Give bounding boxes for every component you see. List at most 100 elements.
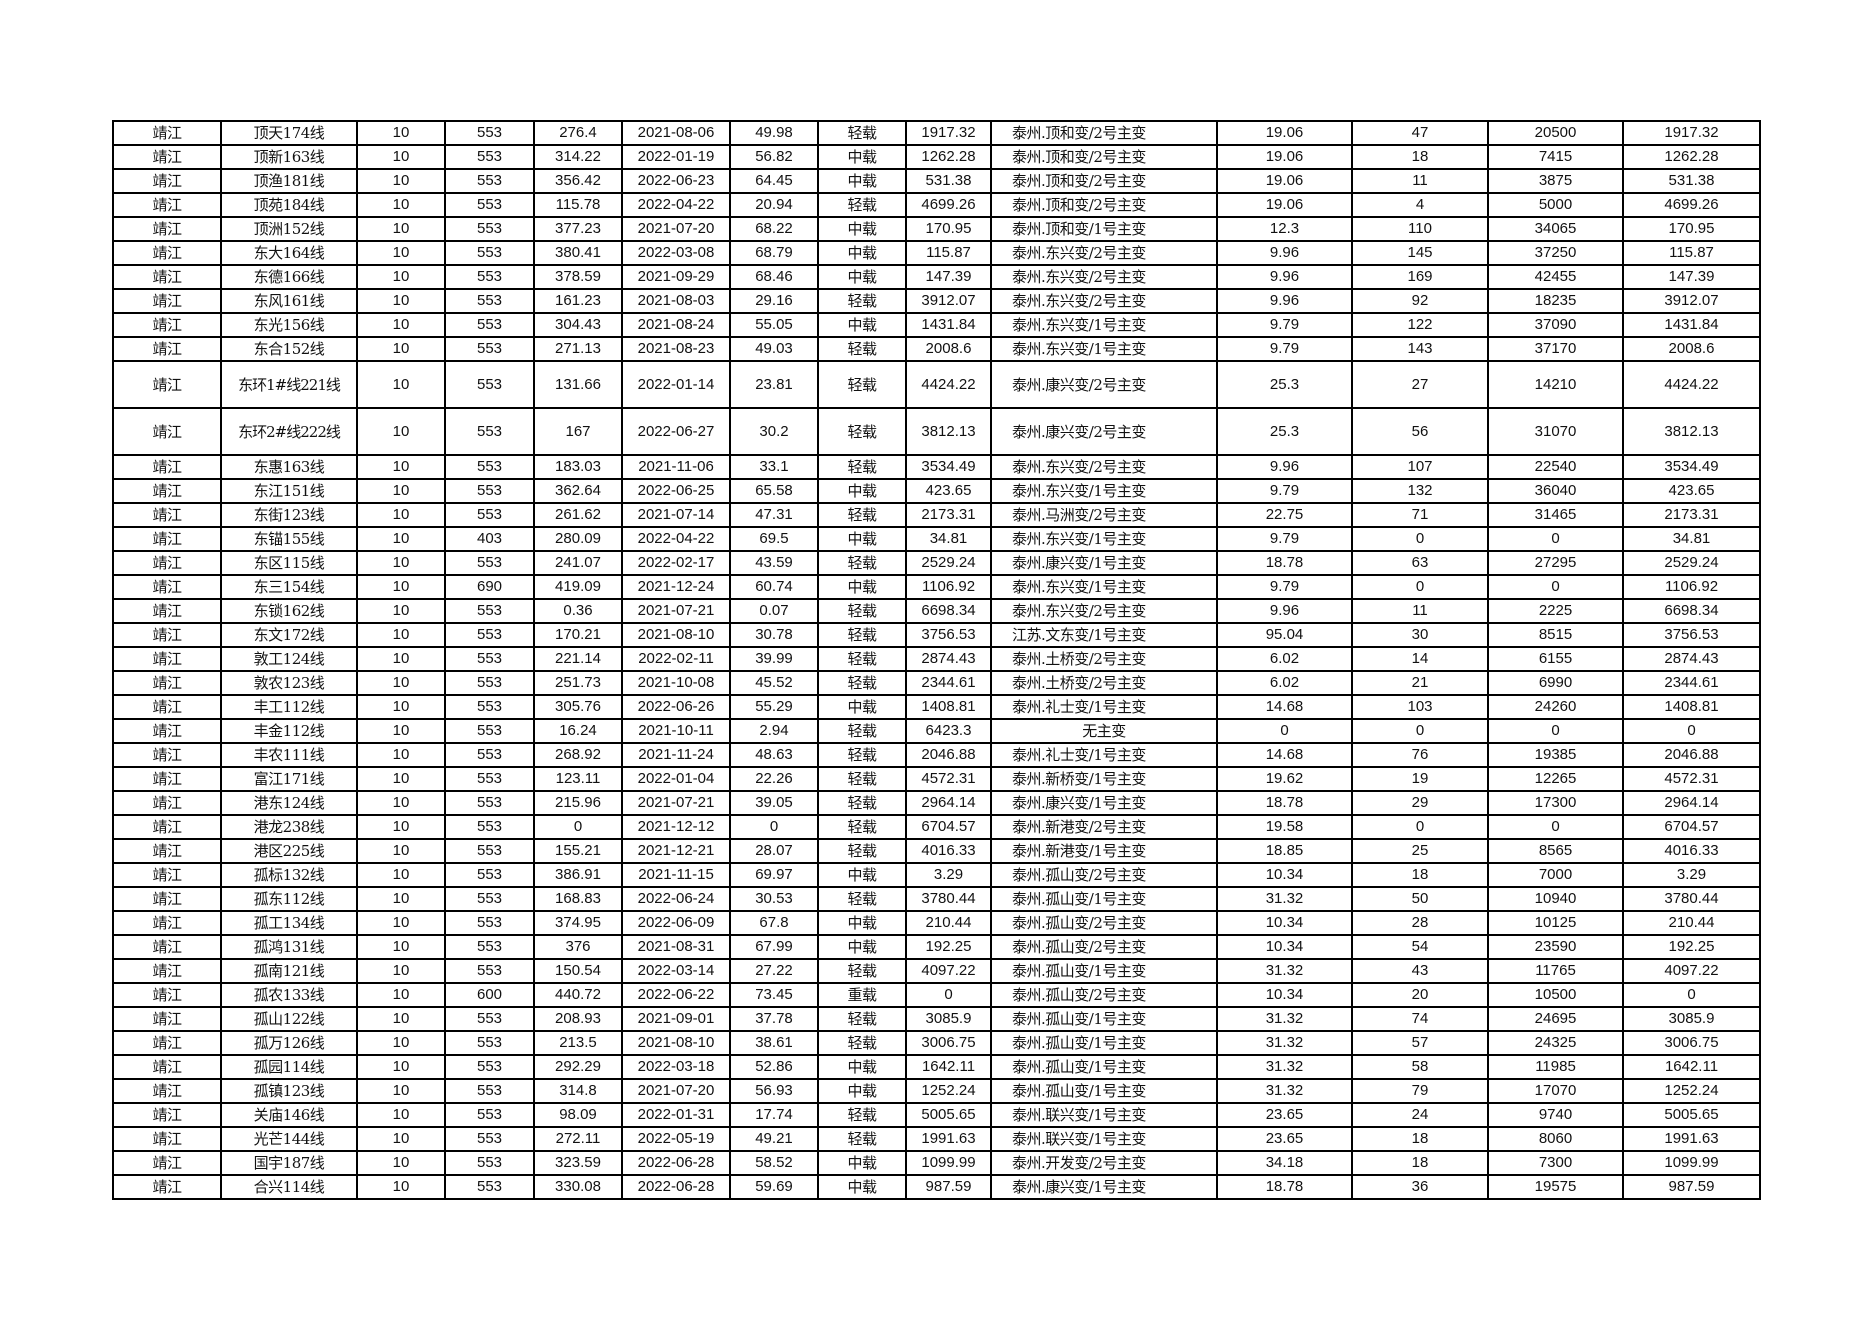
- cell-rated-current: 553: [444, 216, 535, 242]
- cell-rated-current: 553: [444, 288, 535, 314]
- cell-user-count: 71: [1351, 502, 1489, 528]
- table-row: 靖江 东街123线 10 553 261.62 2021-07-14 47.31 轻载 2173…: [112, 502, 1761, 528]
- cell-remaining-capacity: 3780.44: [905, 886, 992, 912]
- cell-transformer: 泰州.土桥变/2号主变: [990, 646, 1218, 672]
- cell-load-rate: 68.79: [729, 240, 819, 266]
- cell-transformer: 泰州.东兴变/2号主变: [990, 598, 1218, 624]
- cell-transformer-load-rate: 0: [1216, 718, 1353, 744]
- cell-user-capacity: 8060: [1487, 1126, 1624, 1152]
- cell-rated-current: 553: [444, 622, 535, 648]
- cell-current: 362.64: [533, 478, 623, 504]
- cell-voltage: 10: [356, 862, 446, 888]
- cell-available-capacity: 1099.99: [1622, 1150, 1761, 1176]
- cell-load-status: 轻载: [817, 886, 907, 912]
- cell-current: 98.09: [533, 1102, 623, 1128]
- cell-transformer: 泰州.新桥变/1号主变: [990, 766, 1218, 792]
- cell-user-capacity: 2225: [1487, 598, 1624, 624]
- cell-region: 靖江: [112, 336, 222, 362]
- cell-rated-current: 553: [444, 240, 535, 266]
- cell-user-capacity: 23590: [1487, 934, 1624, 960]
- cell-line-name: 孤农133线: [220, 982, 358, 1008]
- cell-transformer: 泰州.新港变/2号主变: [990, 814, 1218, 840]
- cell-transformer: 泰州.礼士变/1号主变: [990, 742, 1218, 768]
- cell-user-capacity: 20500: [1487, 120, 1624, 146]
- cell-line-name: 东文172线: [220, 622, 358, 648]
- cell-remaining-capacity: 2529.24: [905, 550, 992, 576]
- cell-current: 213.5: [533, 1030, 623, 1056]
- cell-voltage: 10: [356, 958, 446, 984]
- cell-load-rate: 58.52: [729, 1150, 819, 1176]
- cell-user-capacity: 11985: [1487, 1054, 1624, 1080]
- cell-voltage: 10: [356, 550, 446, 576]
- cell-rated-current: 553: [444, 886, 535, 912]
- cell-rated-current: 553: [444, 120, 535, 146]
- cell-load-rate: 48.63: [729, 742, 819, 768]
- cell-date: 2021-08-31: [621, 934, 731, 960]
- cell-date: 2022-06-24: [621, 886, 731, 912]
- cell-line-name: 东区115线: [220, 550, 358, 576]
- cell-region: 靖江: [112, 1030, 222, 1056]
- cell-rated-current: 553: [444, 694, 535, 720]
- cell-date: 2022-06-26: [621, 694, 731, 720]
- cell-current: 271.13: [533, 336, 623, 362]
- cell-available-capacity: 1431.84: [1622, 312, 1761, 338]
- cell-date: 2022-01-31: [621, 1102, 731, 1128]
- cell-user-count: 122: [1351, 312, 1489, 338]
- cell-date: 2022-02-11: [621, 646, 731, 672]
- cell-current: 305.76: [533, 694, 623, 720]
- cell-line-name: 港龙238线: [220, 814, 358, 840]
- table-row: 靖江 丰工112线 10 553 305.76 2022-06-26 55.29 中载 1408…: [112, 694, 1761, 720]
- cell-transformer: 泰州.顶和变/1号主变: [990, 216, 1218, 242]
- cell-current: 131.66: [533, 360, 623, 409]
- cell-user-count: 0: [1351, 526, 1489, 552]
- table-row: 靖江 东合152线 10 553 271.13 2021-08-23 49.03 轻载 2008…: [112, 336, 1761, 362]
- cell-voltage: 10: [356, 766, 446, 792]
- cell-line-name: 东环2#线222线: [220, 407, 358, 456]
- cell-load-status: 轻载: [817, 670, 907, 696]
- cell-load-rate: 49.21: [729, 1126, 819, 1152]
- cell-transformer: 泰州.东兴变/1号主变: [990, 312, 1218, 338]
- cell-region: 靖江: [112, 407, 222, 456]
- cell-rated-current: 553: [444, 168, 535, 194]
- cell-load-rate: 43.59: [729, 550, 819, 576]
- cell-load-status: 轻载: [817, 1102, 907, 1128]
- cell-user-capacity: 31465: [1487, 502, 1624, 528]
- cell-line-name: 东环1#线221线: [220, 360, 358, 409]
- table-row: 靖江 孤园114线 10 553 292.29 2022-03-18 52.86 中载 1642…: [112, 1054, 1761, 1080]
- cell-available-capacity: 2964.14: [1622, 790, 1761, 816]
- cell-transformer: 泰州.联兴变/1号主变: [990, 1126, 1218, 1152]
- cell-load-status: 中载: [817, 694, 907, 720]
- cell-voltage: 10: [356, 216, 446, 242]
- cell-available-capacity: 2344.61: [1622, 670, 1761, 696]
- cell-voltage: 10: [356, 1126, 446, 1152]
- table-row: 靖江 东锚155线 10 403 280.09 2022-04-22 69.5 中载 34.81…: [112, 526, 1761, 552]
- cell-user-count: 36: [1351, 1174, 1489, 1200]
- cell-transformer: 泰州.孤山变/1号主变: [990, 886, 1218, 912]
- cell-line-name: 东惠163线: [220, 454, 358, 480]
- cell-user-count: 18: [1351, 862, 1489, 888]
- cell-rated-current: 553: [444, 312, 535, 338]
- cell-load-rate: 55.29: [729, 694, 819, 720]
- cell-user-capacity: 17070: [1487, 1078, 1624, 1104]
- cell-load-rate: 69.97: [729, 862, 819, 888]
- cell-remaining-capacity: 1252.24: [905, 1078, 992, 1104]
- table-row: 靖江 孤鸿131线 10 553 376 2021-08-31 67.99 中载 192.25 泰…: [112, 934, 1761, 960]
- cell-region: 靖江: [112, 982, 222, 1008]
- cell-load-rate: 33.1: [729, 454, 819, 480]
- cell-current: 378.59: [533, 264, 623, 290]
- cell-transformer-load-rate: 9.96: [1216, 240, 1353, 266]
- cell-transformer: 泰州.联兴变/1号主变: [990, 1102, 1218, 1128]
- cell-load-rate: 59.69: [729, 1174, 819, 1200]
- table-row: 靖江 东区115线 10 553 241.07 2022-02-17 43.59 轻载 2529…: [112, 550, 1761, 576]
- cell-remaining-capacity: 115.87: [905, 240, 992, 266]
- cell-voltage: 10: [356, 646, 446, 672]
- table-row: 靖江 顶渔181线 10 553 356.42 2022-06-23 64.45 中载 531.…: [112, 168, 1761, 194]
- cell-user-capacity: 27295: [1487, 550, 1624, 576]
- cell-available-capacity: 1262.28: [1622, 144, 1761, 170]
- cell-transformer: 泰州.顶和变/2号主变: [990, 168, 1218, 194]
- cell-load-rate: 68.22: [729, 216, 819, 242]
- cell-line-name: 顶苑184线: [220, 192, 358, 218]
- cell-voltage: 10: [356, 886, 446, 912]
- cell-remaining-capacity: 6704.57: [905, 814, 992, 840]
- cell-remaining-capacity: 192.25: [905, 934, 992, 960]
